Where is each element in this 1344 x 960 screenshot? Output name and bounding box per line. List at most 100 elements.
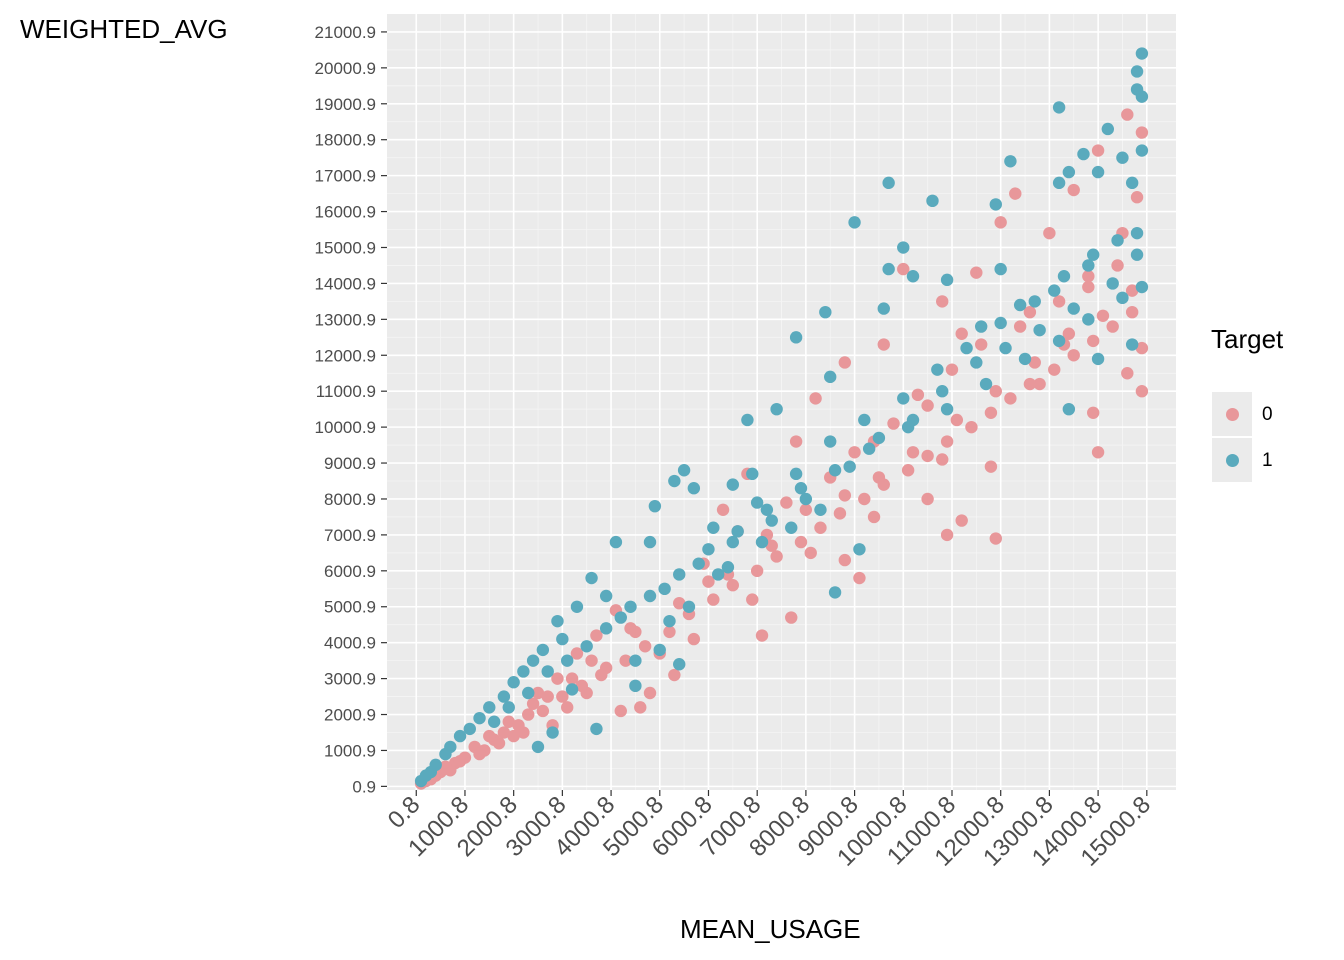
y-tick-label: 14000.9 [315,274,376,293]
y-tick-label: 21000.9 [315,23,376,42]
x-axis-title: MEAN_USAGE [680,914,861,944]
point-target-1 [507,676,520,689]
legend-key-1 [1212,438,1252,482]
point-target-1 [789,467,803,481]
point-target-1 [599,589,613,603]
point-target-1 [463,722,476,736]
point-target-1 [643,535,657,549]
point-target-1 [999,341,1012,355]
point-target-1 [522,686,535,700]
y-tick-label: 0.9 [352,777,376,796]
point-target-1 [1062,402,1076,416]
point-target-1 [1106,277,1119,290]
y-tick-label: 4000.9 [324,634,376,653]
point-target-1 [1057,270,1071,283]
x-axis-ticks: 0.81000.82000.83000.84000.85000.86000.87… [383,790,1156,872]
point-target-0 [1052,295,1066,308]
point-target-0 [595,668,608,682]
point-target-0 [994,216,1007,229]
point-target-1 [1125,338,1139,351]
point-target-1 [609,535,623,549]
point-target-1 [799,492,813,506]
point-target-0 [940,435,954,448]
point-target-0 [921,492,934,506]
point-target-1 [541,665,554,678]
point-target-1 [872,431,886,445]
point-target-0 [561,701,574,714]
point-target-1 [1077,147,1090,161]
point-target-0 [789,435,803,448]
point-target-0 [570,647,584,660]
point-target-1 [1130,65,1144,78]
point-target-0 [526,697,540,710]
point-target-0 [974,338,988,351]
point-target-1 [765,514,778,527]
point-target-0 [838,553,852,567]
point-target-0 [726,579,739,592]
point-target-1 [1101,122,1115,136]
point-target-0 [814,521,827,534]
point-target-0 [936,453,949,466]
point-target-1 [843,460,856,473]
point-target-1 [526,654,540,667]
legend-swatch-1 [1226,454,1239,467]
point-target-0 [750,564,764,578]
point-target-0 [1067,349,1080,362]
point-target-1 [877,302,890,315]
legend-title: Target [1211,324,1284,354]
point-target-0 [1106,320,1119,333]
point-target-1 [599,622,613,635]
point-target-1 [1135,90,1149,103]
point-target-0 [955,514,968,527]
point-target-0 [453,755,467,768]
point-target-1 [994,262,1007,276]
point-target-1 [687,482,701,495]
point-target-1 [648,499,662,513]
point-target-0 [556,690,569,703]
point-target-1 [882,262,895,276]
y-tick-label: 9000.9 [324,454,376,473]
point-target-0 [1009,187,1022,200]
point-target-0 [838,489,852,502]
point-target-1 [487,715,501,728]
point-target-1 [643,589,657,603]
y-axis-ticks: 0.9 1000.9 2000.9 3000.9 4000.9 5000.9 6000.9 7… [315,23,387,796]
point-target-0 [1033,377,1046,391]
point-target-1 [414,774,428,788]
point-target-0 [1096,309,1110,322]
point-target-0 [1087,406,1100,419]
y-tick-label: 5000.9 [324,598,376,617]
point-target-1 [814,503,827,516]
point-target-0 [1043,226,1056,240]
y-tick-label: 20000.9 [315,59,376,78]
point-target-0 [955,327,968,340]
point-target-0 [1121,108,1134,121]
point-target-0 [848,446,861,459]
point-target-1 [668,474,681,488]
point-target-1 [580,640,593,653]
point-target-1 [1052,176,1066,190]
point-target-0 [1062,327,1076,340]
point-target-1 [989,198,1002,211]
point-target-0 [522,708,535,721]
point-target-1 [677,464,691,477]
point-target-0 [1130,191,1144,204]
point-target-0 [906,446,920,459]
point-target-0 [765,539,778,552]
point-target-0 [1082,280,1095,294]
point-target-0 [940,528,954,542]
point-target-0 [1028,356,1041,369]
point-target-0 [614,704,627,718]
point-target-1 [936,385,949,398]
point-target-1 [561,654,574,667]
point-target-0 [746,593,759,606]
point-target-1 [726,478,739,491]
point-target-1 [970,356,983,369]
point-target-0 [536,704,550,718]
point-target-1 [940,402,954,416]
legend-key-0 [1212,392,1252,436]
point-target-0 [984,460,998,473]
point-target-0 [1048,363,1061,376]
point-target-1 [663,614,676,628]
point-target-1 [653,643,666,657]
